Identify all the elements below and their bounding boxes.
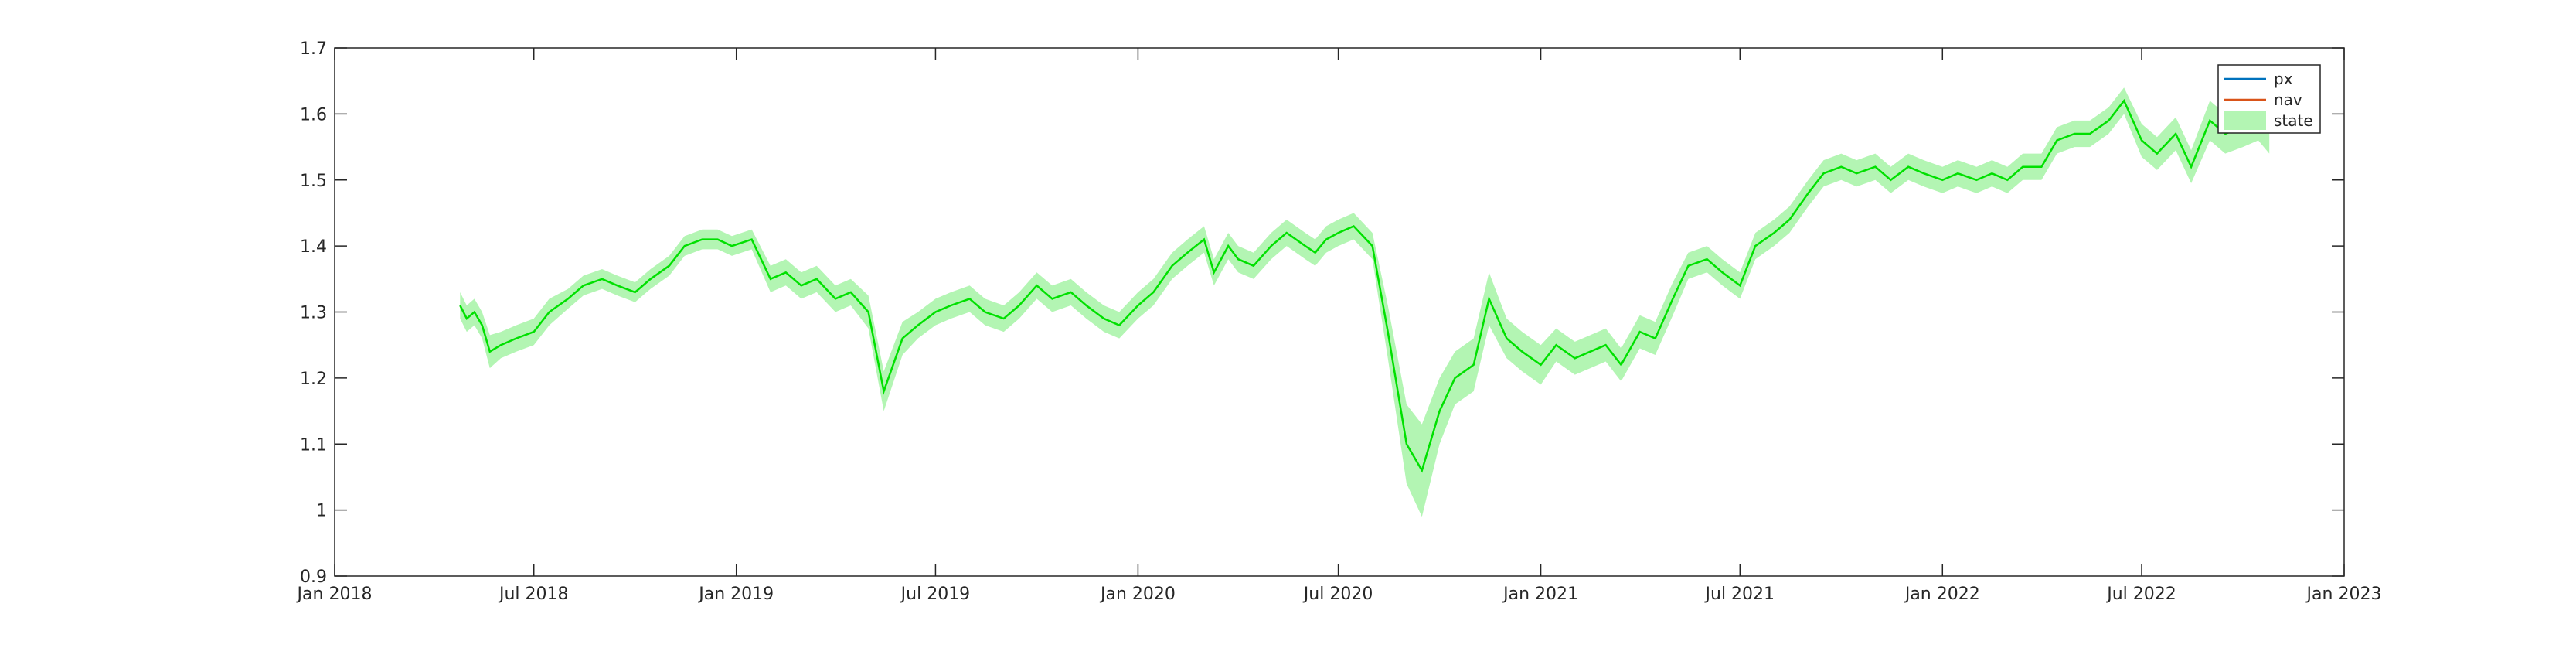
x-tick-label: Jan 2018: [296, 585, 373, 604]
series-lines-layer: [459, 98, 2270, 473]
y-tick-label: 1.7: [300, 39, 327, 59]
state-confidence-band: [460, 87, 2270, 517]
x-tick-label: Jan 2019: [697, 585, 774, 604]
y-tick-label: 1.2: [300, 370, 327, 389]
x-tick-label: Jan 2021: [1502, 585, 1578, 604]
legend-state-swatch: [2224, 111, 2266, 130]
x-tick-label: Jul 2020: [1302, 585, 1373, 604]
axis-ticks-layer: 0.9 1 1.1 1.2 1.3 1.4 1.5 1.6 1.7 Jan 2018 Jul 201…: [296, 39, 2382, 604]
y-tick-label: 1.6: [300, 105, 327, 124]
x-tick-label: Jul 2021: [1704, 585, 1775, 604]
state-band-layer: [460, 87, 2270, 517]
legend-state-label: state: [2274, 111, 2313, 130]
legend: px nav state: [2217, 64, 2321, 134]
x-tick-label: Jul 2018: [498, 585, 569, 604]
y-tick-label: 1.5: [300, 172, 327, 191]
x-tick-label: Jan 2022: [1904, 585, 1980, 604]
x-tick-label: Jul 2022: [2105, 585, 2176, 604]
y-tick-label: 1: [316, 502, 327, 521]
x-tick-label: Jul 2019: [900, 585, 971, 604]
legend-px-label: px: [2274, 70, 2293, 88]
y-tick-label: 1.3: [300, 304, 327, 323]
y-tick-label: 1.1: [300, 435, 327, 455]
legend-nav-label: nav: [2274, 90, 2302, 109]
x-tick-label: Jan 2020: [1099, 585, 1176, 604]
y-tick-label: 0.9: [300, 568, 327, 587]
y-tick-label: 1.4: [300, 237, 327, 257]
x-tick-label: Jan 2023: [2305, 585, 2382, 604]
state-series-line: [459, 98, 2270, 473]
